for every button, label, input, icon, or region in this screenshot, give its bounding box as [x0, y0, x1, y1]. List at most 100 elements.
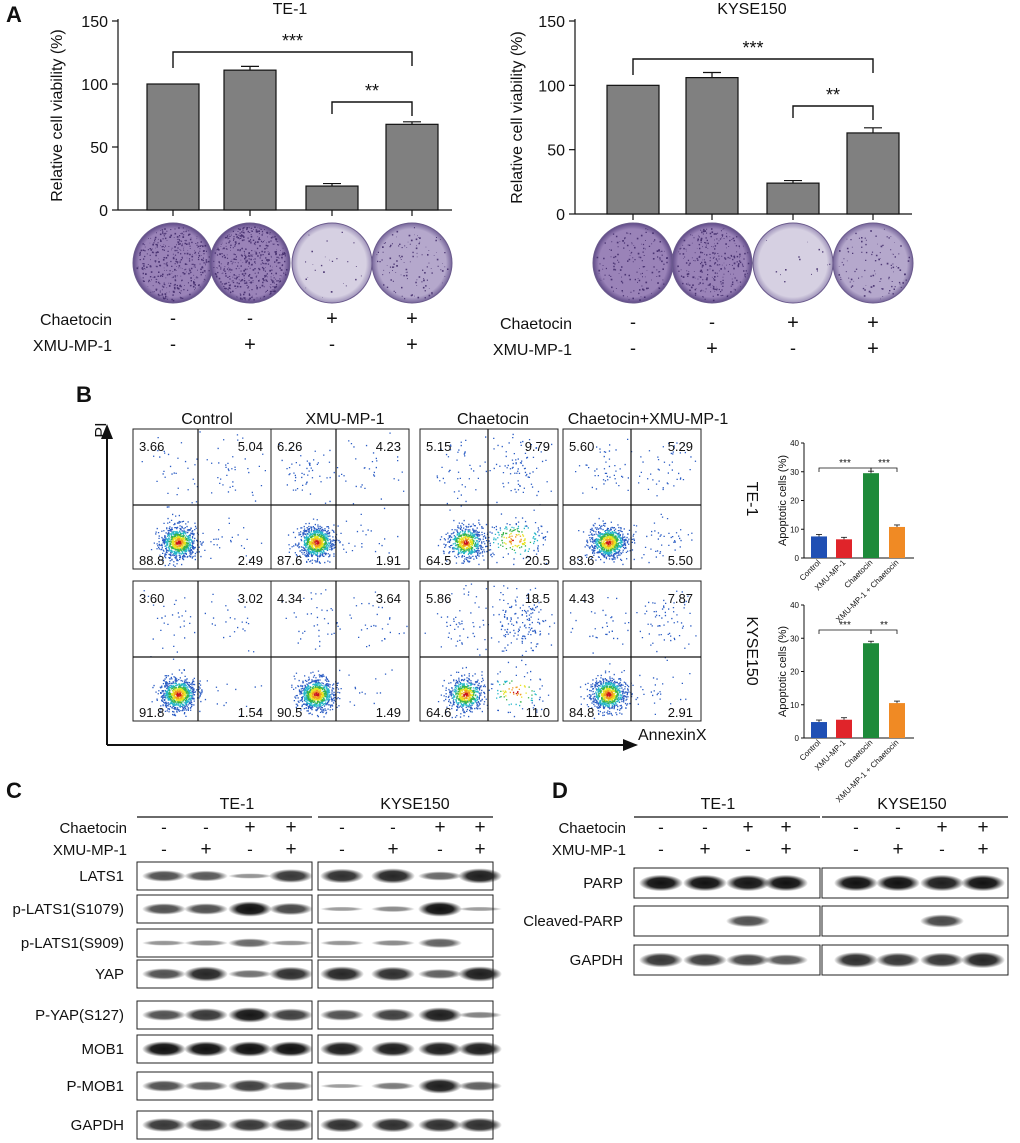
quadrant-value-ul: 3.60 [139, 591, 164, 606]
treatment-sign: + [406, 308, 418, 330]
treatment-sign: + [285, 817, 296, 838]
bar [685, 77, 739, 215]
y-tick-label: 0 [795, 554, 800, 563]
band [876, 874, 920, 892]
band [418, 968, 462, 980]
flow-events [173, 690, 184, 700]
significance-label: *** [742, 38, 763, 58]
band [184, 1008, 228, 1022]
flow-plot-frame [562, 580, 702, 722]
quadrant-value-ur: 5.29 [668, 439, 693, 454]
significance-label: ** [880, 620, 888, 631]
band [142, 870, 186, 882]
flow-events [606, 692, 612, 697]
band [320, 1083, 364, 1089]
flow-events [313, 692, 320, 697]
quadrant-value-ur: 5.04 [238, 439, 263, 454]
band [920, 874, 964, 892]
flow-events [603, 690, 614, 700]
quadrant-value-lr: 2.49 [238, 553, 263, 568]
blot-label: p-LATS1(S1079) [13, 901, 124, 918]
annexin-axis-label: AnnexinX [638, 727, 707, 744]
band [320, 940, 364, 946]
band [639, 874, 683, 892]
band [458, 906, 502, 912]
blot-label: YAP [95, 966, 124, 983]
flow-plot-frame [270, 580, 410, 722]
band [371, 1041, 415, 1057]
y-tick-label: 150 [538, 14, 565, 31]
treatment-sign: - [895, 818, 901, 837]
flow-events [175, 540, 182, 545]
flow-column-title: XMU-MP-1 [305, 411, 384, 428]
band [458, 1011, 502, 1019]
colonies [677, 228, 750, 302]
blot-label: Cleaved-PARP [523, 913, 623, 930]
band [228, 873, 272, 879]
flow-events [314, 540, 320, 545]
treatment-sign: + [387, 839, 398, 860]
bar [385, 123, 439, 211]
treatment-sign: - [939, 840, 945, 859]
band [269, 1118, 313, 1132]
band [228, 938, 272, 948]
bar [146, 83, 200, 211]
band [458, 1080, 502, 1092]
band [269, 902, 313, 916]
treatment-sign: - [161, 840, 167, 859]
band [184, 1080, 228, 1092]
band [269, 869, 313, 883]
treatment-sign: - [339, 840, 345, 859]
flow-events [452, 525, 539, 555]
bar [305, 185, 359, 211]
band [320, 868, 364, 884]
blot-label: GAPDH [570, 952, 623, 969]
treatment-label: Chaetocin [59, 820, 127, 837]
band [320, 906, 364, 912]
treatment-label: XMU-MP-1 [33, 338, 112, 355]
treatment-sign: + [406, 334, 418, 356]
y-tick-label: 30 [790, 468, 799, 477]
band [876, 952, 920, 968]
band [418, 937, 462, 949]
quadrant-value-ur: 9.79 [525, 439, 550, 454]
band [371, 905, 415, 913]
quadrant-value-lr: 1.49 [376, 705, 401, 720]
flow-plot: 3.66 5.04 88.8 2.49 [132, 428, 272, 570]
bar [836, 539, 852, 558]
band [418, 1078, 462, 1094]
chart-title: KYSE150 [717, 1, 786, 18]
flow-events [171, 535, 187, 550]
band [726, 874, 770, 892]
band [142, 1009, 186, 1021]
band [726, 953, 770, 967]
flow-events [311, 538, 322, 548]
band [961, 874, 1005, 892]
cell-line-label: TE-1 [743, 482, 760, 517]
treatment-sign: + [977, 817, 988, 838]
flow-events [460, 534, 522, 547]
quadrant-value-ul: 5.86 [426, 591, 451, 606]
y-axis-label: Apoptotic cells (%) [777, 626, 789, 717]
band [418, 1117, 462, 1133]
blot-group-title: KYSE150 [877, 796, 946, 813]
treatment-sign: - [853, 818, 859, 837]
quadrant-value-ur: 18.5 [525, 591, 550, 606]
band [683, 952, 727, 968]
flow-events [278, 432, 405, 564]
band [184, 903, 228, 915]
band [418, 871, 462, 881]
flow-column-title: Chaetocin [457, 411, 529, 428]
band [920, 952, 964, 968]
flow-axes [101, 424, 638, 751]
chart-title: TE-1 [273, 1, 308, 18]
treatment-sign: - [630, 312, 636, 332]
dish [832, 222, 914, 304]
treatment-sign: + [742, 817, 753, 838]
y-tick-label: 10 [790, 701, 799, 710]
dish [752, 222, 834, 304]
blot-label: P-YAP(S127) [35, 1007, 124, 1024]
dish [371, 222, 453, 304]
